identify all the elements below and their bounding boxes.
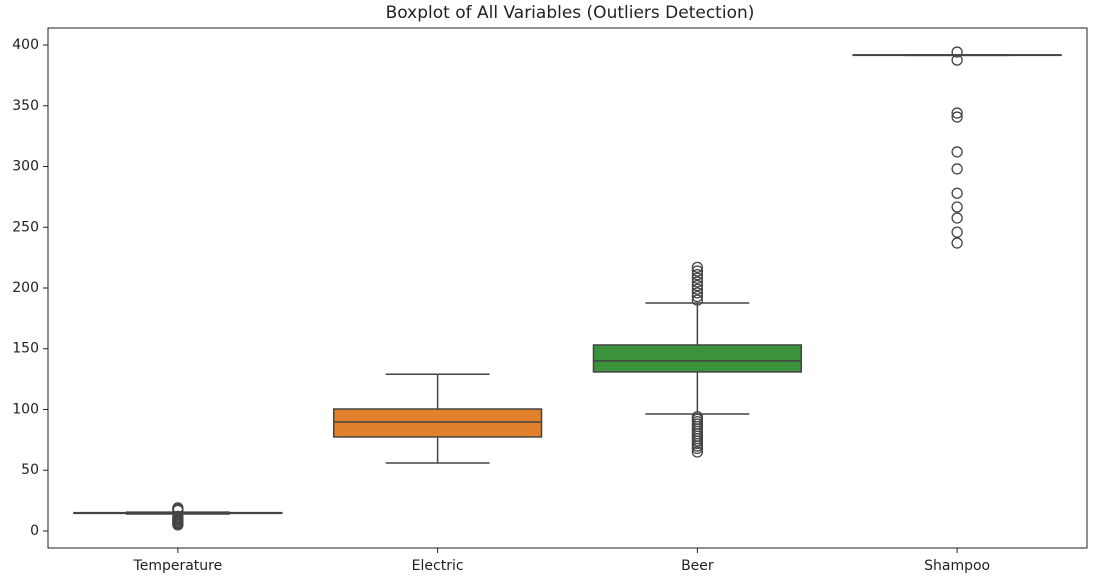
outlier: [691, 294, 704, 306]
outlier: [951, 107, 963, 119]
outlier: [172, 502, 184, 514]
outlier: [691, 261, 704, 273]
x-tick-label: Beer: [681, 558, 714, 574]
plot-frame: [47, 27, 1088, 549]
x-tick-label: Temperature: [133, 558, 223, 574]
outlier: [691, 265, 704, 277]
outlier: [951, 237, 963, 249]
box: [332, 408, 543, 438]
outlier: [951, 54, 963, 66]
chart-title: Boxplot of All Variables (Outliers Detec…: [386, 3, 755, 23]
outlier: [951, 163, 963, 175]
outlier: [951, 226, 963, 238]
outlier: [172, 510, 184, 523]
x-tick-label: Electric: [412, 558, 464, 574]
y-tick-label: 50: [21, 462, 39, 478]
y-tick-label: 0: [30, 523, 39, 539]
outlier: [951, 146, 963, 158]
outlier: [691, 283, 704, 295]
y-tick-label: 100: [12, 401, 39, 417]
outlier: [691, 268, 704, 281]
outlier: [691, 290, 704, 303]
outlier: [691, 276, 704, 288]
box: [592, 344, 803, 373]
outlier: [691, 287, 704, 299]
outlier: [691, 279, 704, 292]
outlier: [951, 46, 963, 58]
y-tick-label: 150: [12, 341, 39, 357]
y-tick-label: 200: [12, 280, 39, 296]
x-tick-label: Shampoo: [924, 558, 990, 574]
outlier: [951, 212, 963, 224]
y-tick-label: 300: [12, 159, 39, 175]
y-tick-label: 400: [12, 37, 39, 53]
outlier: [951, 201, 963, 213]
outlier: [951, 111, 963, 123]
outlier: [691, 411, 704, 423]
y-tick-label: 350: [12, 98, 39, 114]
y-tick-label: 250: [12, 219, 39, 235]
outlier: [951, 187, 963, 199]
outlier: [691, 446, 704, 458]
outlier: [691, 272, 704, 284]
